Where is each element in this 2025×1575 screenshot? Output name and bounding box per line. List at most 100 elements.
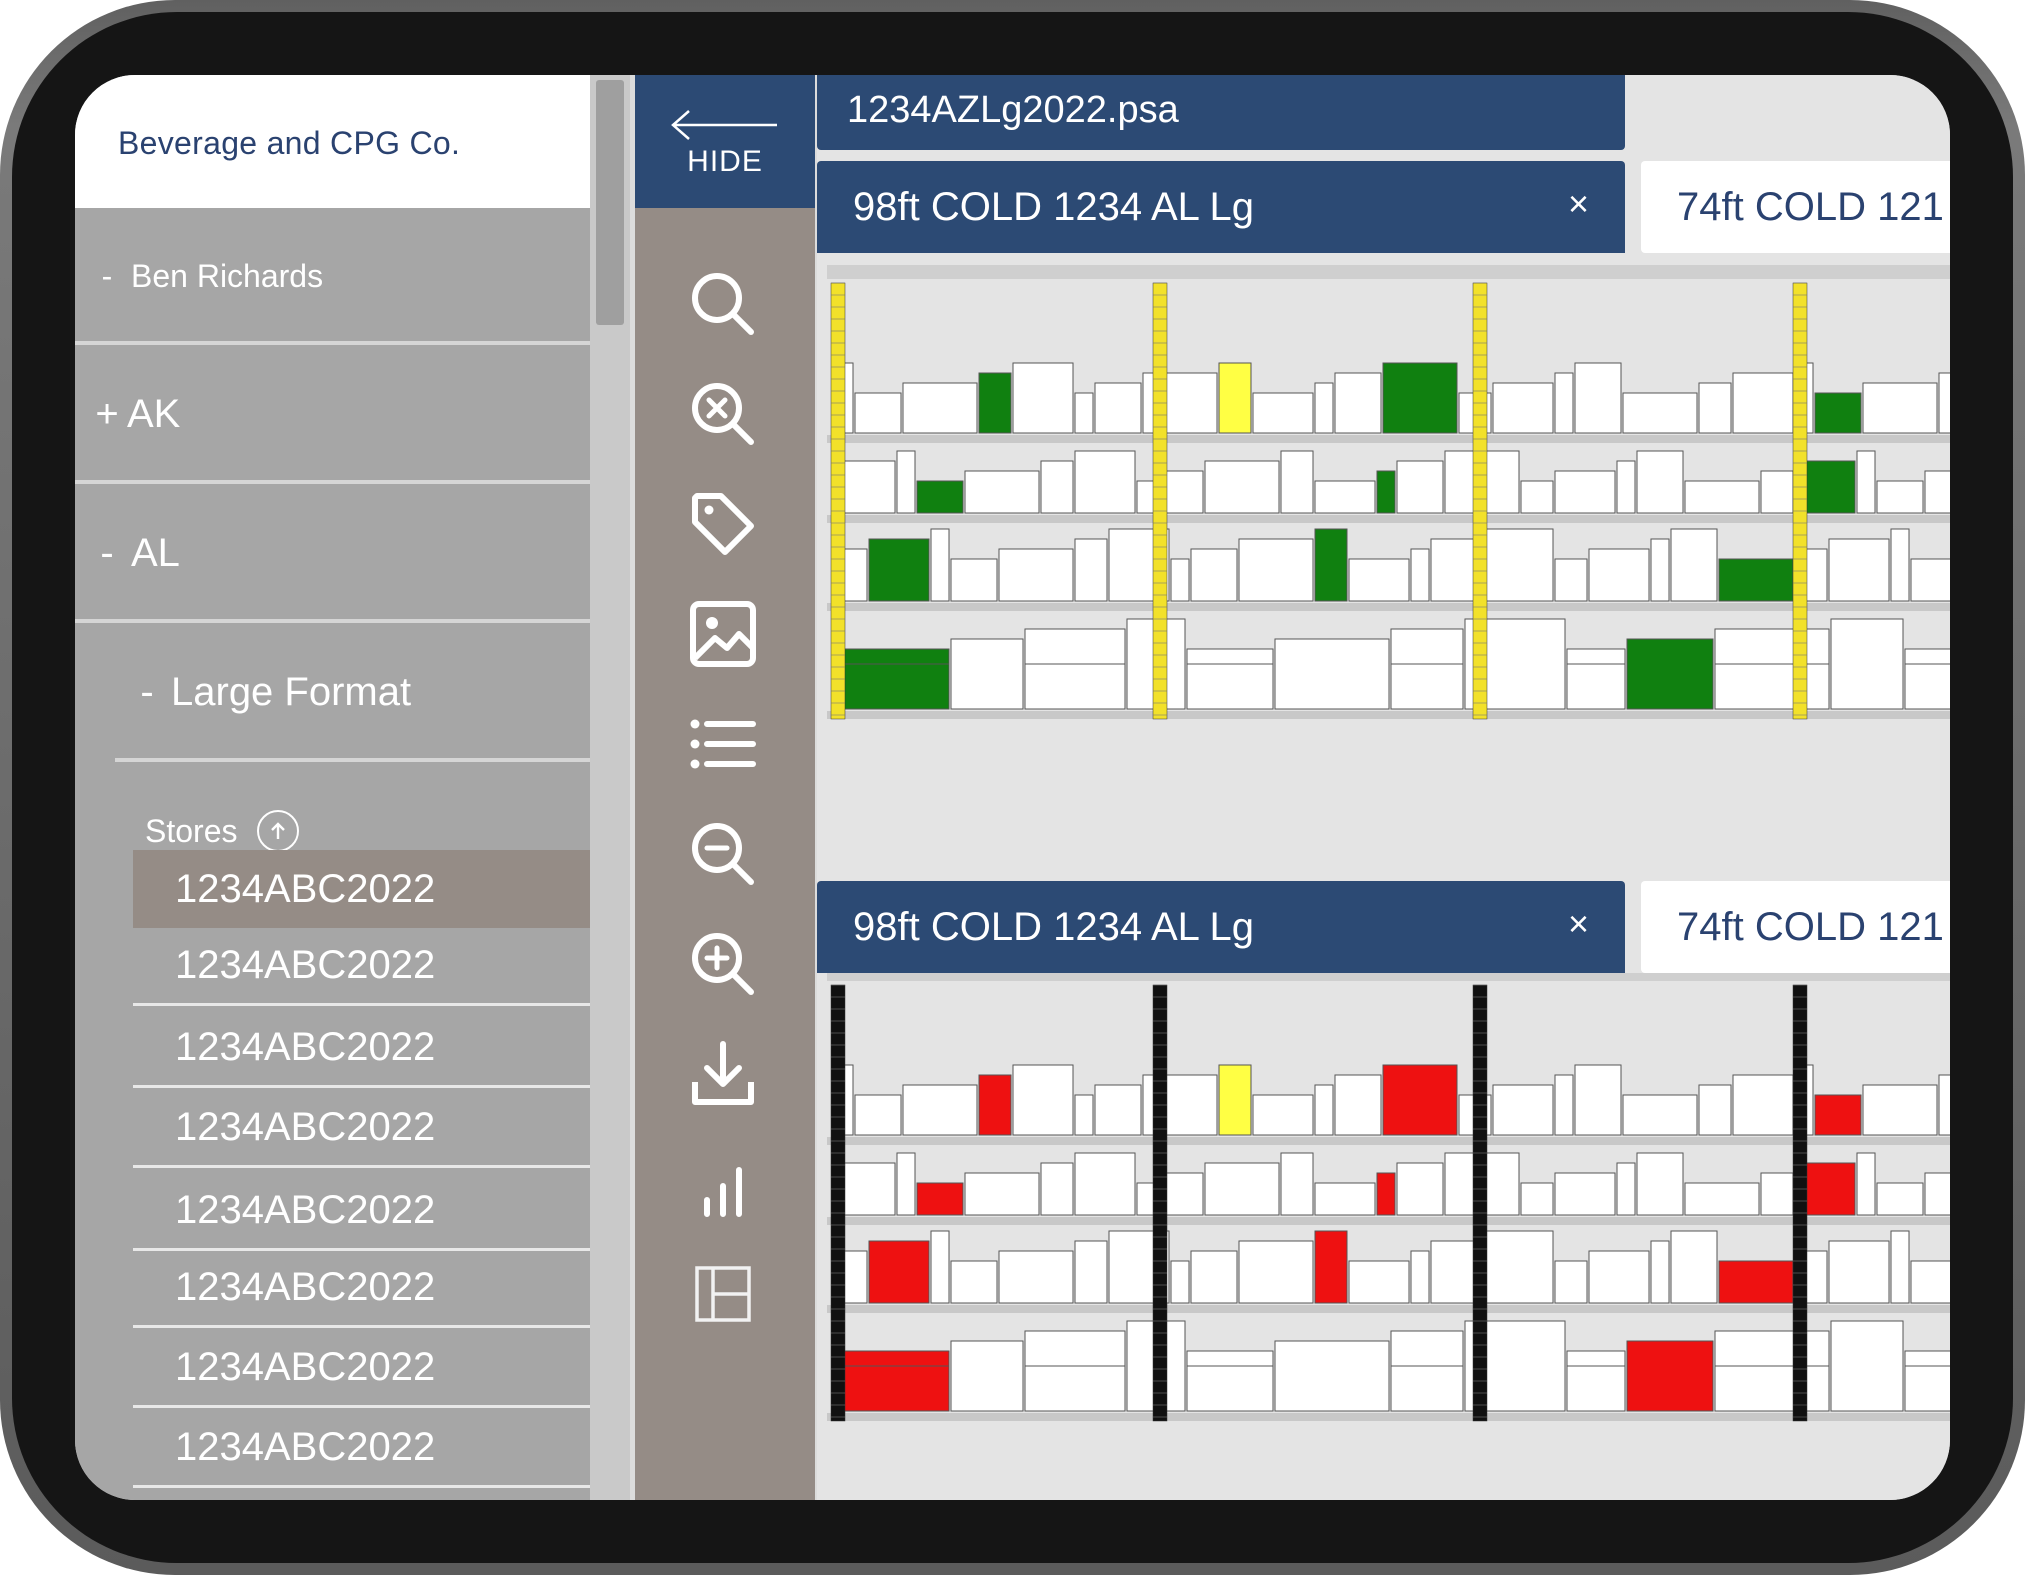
product-facing[interactable] <box>1684 1182 1760 1216</box>
bar-chart-icon[interactable] <box>687 1148 759 1220</box>
product-facing[interactable] <box>1828 538 1890 602</box>
product-facing[interactable] <box>1280 1152 1314 1216</box>
product-facing[interactable] <box>1218 1064 1252 1136</box>
product-facing[interactable] <box>1876 1182 1924 1216</box>
product-facing[interactable] <box>1314 480 1376 514</box>
product-facing[interactable] <box>1238 538 1314 602</box>
product-facing[interactable] <box>896 1152 916 1216</box>
product-facing[interactable] <box>1274 1340 1390 1412</box>
product-facing[interactable] <box>950 1260 998 1304</box>
product-facing[interactable] <box>1314 528 1348 602</box>
tree-item-ak[interactable]: + AK <box>75 349 590 484</box>
store-item[interactable]: 1234ABC2022 <box>133 1173 590 1251</box>
product-facing[interactable] <box>1074 538 1108 602</box>
tab-other-planogram[interactable]: 74ft COLD 121 <box>1641 881 1950 973</box>
product-facing[interactable] <box>1040 460 1074 514</box>
product-facing[interactable] <box>1622 1094 1698 1136</box>
store-item[interactable]: 1234ABC2022 <box>133 1010 590 1088</box>
product-facing[interactable] <box>978 1074 1012 1136</box>
product-facing[interactable] <box>1396 460 1444 514</box>
product-facing[interactable] <box>1410 548 1430 602</box>
product-facing[interactable] <box>1314 382 1334 434</box>
product-facing[interactable] <box>1024 1330 1126 1412</box>
zoom-in-icon[interactable] <box>687 928 759 1000</box>
sort-up-icon[interactable] <box>257 810 300 852</box>
product-facing[interactable] <box>1814 392 1862 434</box>
product-facing[interactable] <box>1890 1230 1910 1304</box>
product-facing[interactable] <box>1492 382 1554 434</box>
product-facing[interactable] <box>1856 1152 1876 1216</box>
product-facing[interactable] <box>1170 1260 1190 1304</box>
product-facing[interactable] <box>868 1240 930 1304</box>
product-facing[interactable] <box>1074 1152 1136 1216</box>
tree-item-large-format[interactable]: - Large Format <box>115 627 590 762</box>
product-facing[interactable] <box>1520 1182 1554 1216</box>
download-icon[interactable] <box>687 1038 759 1110</box>
product-facing[interactable] <box>916 480 964 514</box>
product-facing[interactable] <box>1430 538 1478 602</box>
product-facing[interactable] <box>1218 362 1252 434</box>
zoom-out-icon[interactable] <box>687 818 759 890</box>
product-facing[interactable] <box>896 450 916 514</box>
sidebar-scrollbar[interactable] <box>590 75 630 1500</box>
product-facing[interactable] <box>1390 628 1464 710</box>
product-facing[interactable] <box>1636 450 1684 514</box>
product-facing[interactable] <box>1588 548 1650 602</box>
product-facing[interactable] <box>1904 648 1950 710</box>
close-icon[interactable]: × <box>1567 903 1589 944</box>
product-facing[interactable] <box>1828 1240 1890 1304</box>
product-facing[interactable] <box>1732 1074 1794 1136</box>
product-facing[interactable] <box>1520 480 1554 514</box>
product-facing[interactable] <box>1718 558 1794 602</box>
product-facing[interactable] <box>1280 450 1314 514</box>
product-facing[interactable] <box>902 1084 978 1136</box>
product-facing[interactable] <box>1588 1250 1650 1304</box>
product-facing[interactable] <box>1554 372 1574 434</box>
product-facing[interactable] <box>950 1340 1024 1412</box>
store-item[interactable]: 1234ABC2022 <box>133 1410 590 1488</box>
product-facing[interactable] <box>1890 528 1910 602</box>
product-facing[interactable] <box>1626 1340 1714 1412</box>
product-facing[interactable] <box>834 1350 950 1412</box>
planogram-view[interactable] <box>827 973 1950 1500</box>
product-facing[interactable] <box>1334 1074 1382 1136</box>
product-facing[interactable] <box>964 1172 1040 1216</box>
product-facing[interactable] <box>868 538 930 602</box>
product-facing[interactable] <box>1554 1172 1616 1216</box>
user-row[interactable]: - Ben Richards <box>75 212 590 345</box>
store-item[interactable]: 1234ABC2022 <box>133 1330 590 1408</box>
product-facing[interactable] <box>1274 638 1390 710</box>
product-facing[interactable] <box>1186 648 1274 710</box>
product-facing[interactable] <box>1190 548 1238 602</box>
product-facing[interactable] <box>1554 558 1588 602</box>
product-facing[interactable] <box>1650 538 1670 602</box>
product-facing[interactable] <box>1910 558 1950 602</box>
product-facing[interactable] <box>1574 362 1622 434</box>
product-facing[interactable] <box>1024 628 1126 710</box>
product-facing[interactable] <box>1204 460 1280 514</box>
product-facing[interactable] <box>1396 1162 1444 1216</box>
product-facing[interactable] <box>1074 1240 1108 1304</box>
product-facing[interactable] <box>1430 1240 1478 1304</box>
product-facing[interactable] <box>1626 638 1714 710</box>
scrollbar-thumb[interactable] <box>596 80 624 325</box>
product-facing[interactable] <box>1616 1162 1636 1216</box>
image-icon[interactable] <box>687 598 759 670</box>
product-facing[interactable] <box>1566 648 1626 710</box>
product-facing[interactable] <box>1074 392 1094 434</box>
product-facing[interactable] <box>1190 1250 1238 1304</box>
planogram-view[interactable] <box>827 253 1950 813</box>
product-facing[interactable] <box>1314 1230 1348 1304</box>
product-facing[interactable] <box>1830 1320 1904 1412</box>
product-facing[interactable] <box>1830 618 1904 710</box>
product-facing[interactable] <box>1382 1064 1458 1136</box>
product-facing[interactable] <box>1924 1172 1950 1216</box>
product-facing[interactable] <box>1410 1250 1430 1304</box>
product-facing[interactable] <box>1390 1330 1464 1412</box>
product-facing[interactable] <box>1376 470 1396 514</box>
product-facing[interactable] <box>1094 1084 1142 1136</box>
product-facing[interactable] <box>1136 480 1156 514</box>
product-facing[interactable] <box>916 1182 964 1216</box>
product-facing[interactable] <box>1238 1240 1314 1304</box>
product-facing[interactable] <box>1814 1094 1862 1136</box>
